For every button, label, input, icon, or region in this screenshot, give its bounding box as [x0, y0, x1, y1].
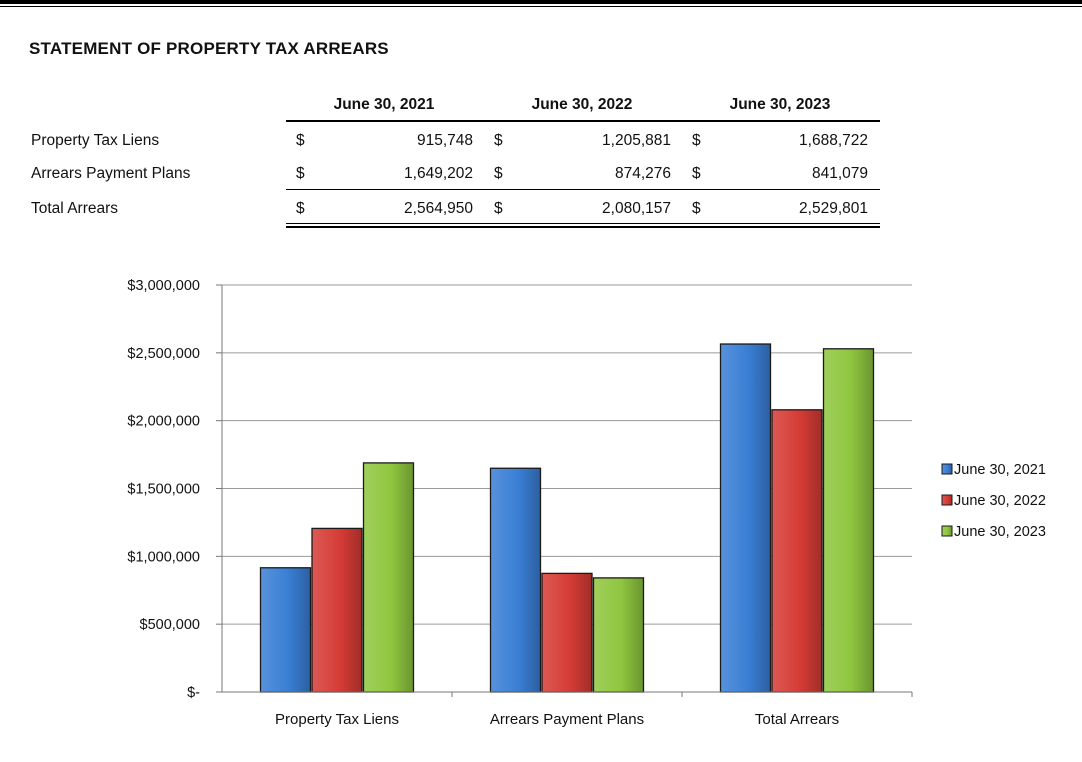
bar — [489, 467, 542, 693]
row-label-total-arrears: Total Arrears — [31, 200, 119, 217]
legend-label: June 30, 2021 — [954, 462, 1046, 478]
table-cell: 915,748 — [416, 132, 473, 149]
bar — [541, 572, 593, 693]
row-label-arrears-payment-plans: Arrears Payment Plans — [31, 165, 191, 182]
total-double-rule-bottom — [286, 226, 880, 228]
column-header-2022: June 30, 2022 — [531, 96, 633, 113]
y-tick-label: $2,000,000 — [127, 414, 200, 430]
currency-symbol: $ — [494, 200, 503, 217]
header-rule — [286, 120, 880, 122]
bar — [311, 527, 363, 693]
bar — [822, 348, 875, 693]
page-title: STATEMENT OF PROPERTY TAX ARREARS — [29, 39, 389, 58]
table-cell: 1,205,881 — [602, 132, 671, 149]
table-cell: 2,564,950 — [404, 200, 473, 217]
table-cell: 874,276 — [614, 165, 671, 182]
x-tick-label: Total Arrears — [755, 711, 839, 728]
y-tick-label: $- — [187, 685, 200, 701]
currency-symbol: $ — [692, 165, 701, 182]
table-cell: 1,649,202 — [404, 165, 473, 182]
top-border — [0, 0, 1082, 8]
legend-label: June 30, 2022 — [954, 493, 1046, 509]
bar — [259, 567, 312, 693]
bar — [592, 577, 645, 693]
subtotal-rule — [286, 189, 880, 190]
y-tick-label: $2,500,000 — [127, 346, 200, 362]
x-tick-label: Property Tax Liens — [275, 711, 399, 728]
column-header-2021: June 30, 2021 — [333, 96, 435, 113]
bar — [771, 409, 823, 693]
currency-symbol: $ — [296, 132, 305, 149]
y-tick-label: $500,000 — [140, 617, 200, 633]
table-cell: 2,080,157 — [602, 200, 671, 217]
x-tick-label: Arrears Payment Plans — [490, 711, 644, 728]
currency-symbol: $ — [296, 200, 305, 217]
legend-label: June 30, 2023 — [954, 524, 1046, 540]
y-tick-label: $1,500,000 — [127, 482, 200, 498]
y-tick-label: $1,000,000 — [127, 549, 200, 565]
table-cell: 1,688,722 — [799, 132, 868, 149]
currency-symbol: $ — [296, 165, 305, 182]
table-cell: 2,529,801 — [799, 200, 868, 217]
bar — [719, 343, 772, 693]
table-cell: 841,079 — [811, 165, 868, 182]
bar — [362, 462, 415, 693]
currency-symbol: $ — [692, 200, 701, 217]
top-border-thick — [0, 0, 1082, 4]
total-double-rule-top — [286, 223, 880, 224]
row-label-property-tax-liens: Property Tax Liens — [31, 132, 160, 149]
legend-swatch — [941, 463, 953, 475]
currency-symbol: $ — [494, 165, 503, 182]
legend-swatch — [941, 494, 953, 506]
currency-symbol: $ — [692, 132, 701, 149]
y-tick-label: $3,000,000 — [127, 278, 200, 294]
column-header-2023: June 30, 2023 — [729, 96, 831, 113]
currency-symbol: $ — [494, 132, 503, 149]
legend-swatch — [941, 525, 953, 537]
top-border-thin — [0, 6, 1082, 7]
